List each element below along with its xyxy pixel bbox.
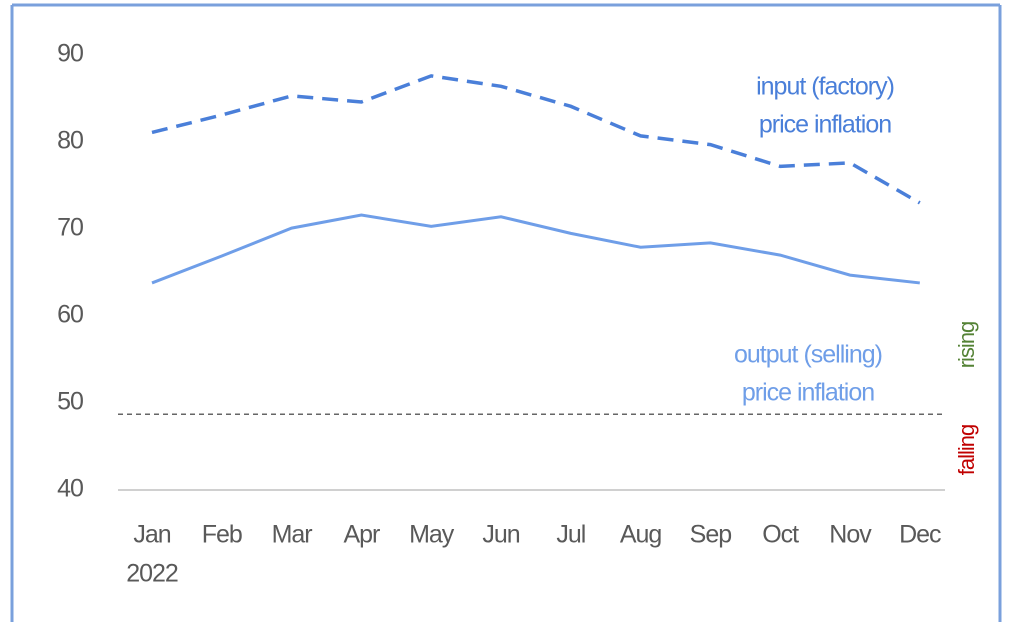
series-line (151, 74, 921, 205)
x-tick-label: Oct (762, 521, 799, 549)
rising-label: rising (954, 322, 979, 369)
y-tick-label: 90 (57, 40, 83, 68)
series-label: input (factory) (756, 73, 894, 101)
y-tick-label: 50 (57, 388, 83, 416)
x-tick-label: Jul (556, 521, 585, 549)
series-label: output (selling) (734, 341, 882, 369)
x-tick-label: Mar (272, 521, 313, 549)
year-label: 2022 (126, 560, 178, 588)
x-tick-label: Jan (133, 521, 170, 549)
x-tick-label: Nov (829, 521, 872, 549)
y-tick-label: 40 (57, 475, 83, 503)
x-tick-label: Dec (899, 521, 941, 549)
series-line (151, 213, 920, 285)
series-label: price inflation (759, 111, 891, 139)
x-tick-label: Sep (690, 521, 732, 549)
y-tick-label: 70 (57, 214, 83, 242)
y-tick-label: 80 (57, 127, 83, 155)
x-tick-label: May (409, 521, 455, 549)
x-tick-label: Aug (620, 521, 662, 549)
falling-label: falling (954, 425, 979, 475)
x-tick-label: Feb (202, 521, 242, 549)
x-tick-label: Jun (482, 521, 519, 549)
series-label: price inflation (742, 379, 874, 407)
x-tick-label: Apr (343, 521, 380, 549)
y-tick-label: 60 (57, 301, 83, 329)
